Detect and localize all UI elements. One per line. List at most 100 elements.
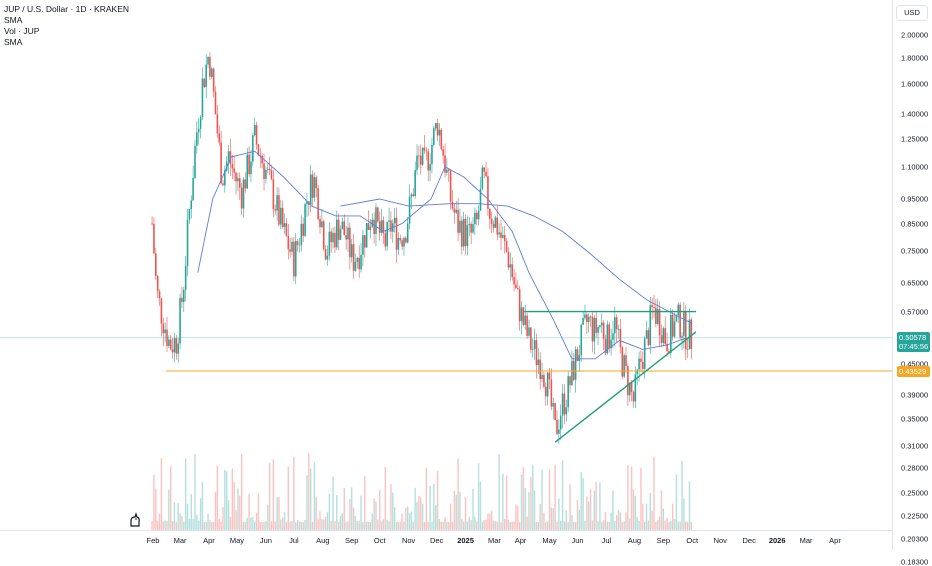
volume-bar [283, 511, 286, 530]
candle-body [535, 340, 538, 366]
candle-body [242, 179, 245, 209]
candle-body [302, 223, 305, 236]
volume-bar [546, 521, 549, 530]
volume-bar [298, 521, 301, 530]
candle-body [589, 316, 592, 318]
candle-body [393, 217, 396, 224]
candle-body [446, 169, 448, 173]
volume-bar [662, 508, 665, 530]
volume-bar [395, 521, 398, 530]
candle-body [399, 237, 402, 241]
volume-bar [360, 495, 362, 530]
candle-body [666, 343, 668, 352]
volume-bar [337, 521, 340, 530]
candle-body [201, 78, 204, 118]
candle-body [317, 188, 319, 220]
candle-body [354, 261, 357, 271]
volume-bar [429, 485, 431, 530]
volume-bar [276, 497, 278, 530]
candle-body [511, 264, 513, 278]
volume-bar [390, 484, 392, 530]
volume-bar [431, 521, 433, 530]
volume-bar [198, 520, 200, 530]
candle-body [561, 393, 564, 416]
volume-bar [377, 519, 379, 530]
volume-bar [421, 503, 424, 530]
price-chart[interactable] [0, 0, 892, 530]
volume-bar [392, 492, 394, 530]
volume-bar [518, 521, 521, 530]
volume-bar [265, 521, 267, 530]
volume-bar [507, 519, 510, 530]
volume-bar [408, 513, 411, 530]
candle-body [614, 317, 616, 334]
volume-bar [595, 481, 597, 530]
time-tick-label: 2026 [768, 536, 786, 545]
volume-bar [201, 481, 204, 530]
candle-body [298, 244, 301, 246]
tradingview-logo-icon[interactable] [128, 512, 144, 528]
chart-plot-area[interactable] [0, 0, 892, 530]
volume-indicator-label[interactable]: Vol · JUP [4, 26, 40, 36]
candle-body [436, 123, 439, 136]
price-axis[interactable]: 2.00000 1.80000 1.60000 1.40000 1.25000 1.100… [892, 0, 932, 566]
candle-body [412, 194, 415, 197]
volume-bar [673, 519, 676, 530]
candle-body [686, 349, 689, 350]
volume-bar [427, 521, 429, 530]
candle-body [397, 237, 400, 250]
candle-body [636, 369, 639, 375]
volume-bar [319, 511, 321, 530]
candle-body [151, 223, 153, 225]
candle-body [444, 155, 446, 173]
candle-body [559, 415, 562, 430]
candle-body [181, 297, 183, 302]
volume-bar [496, 521, 498, 530]
time-tick-label: Jun [259, 536, 272, 545]
time-axis[interactable]: Feb Mar Apr May Jun Jul Aug Sep Oct Nov Dec 2025 Mar… [0, 530, 892, 550]
candle-body [328, 231, 331, 256]
candle-body [235, 172, 237, 182]
currency-button[interactable]: USD [896, 5, 928, 21]
volume-bar [446, 521, 448, 530]
volume-bar [371, 513, 373, 530]
volume-bar [289, 521, 291, 530]
volume-bar [211, 522, 213, 530]
candle-body [414, 170, 416, 197]
bar-countdown: 07:45:56 [899, 341, 929, 351]
volume-bar [500, 521, 502, 530]
candle-body [421, 147, 424, 165]
candle-body [522, 307, 525, 325]
volume-bar [532, 464, 534, 530]
volume-bar [530, 476, 532, 530]
volume-sma-indicator-label[interactable]: SMA [4, 37, 23, 47]
volume-bar [352, 507, 355, 530]
candle-body [632, 391, 635, 402]
candle-body [294, 241, 297, 277]
candle-body [332, 232, 334, 243]
volume-bar [487, 513, 489, 530]
volume-bar [302, 522, 304, 530]
candle-body [363, 235, 366, 248]
volume-bar [386, 519, 388, 530]
volume-bar [550, 507, 553, 530]
volume-bar [524, 487, 526, 530]
candle-body [209, 56, 211, 77]
volume-bar [489, 513, 491, 530]
candle-body [449, 170, 452, 202]
volume-bar [573, 521, 575, 530]
candle-body [276, 195, 278, 211]
volume-bar [517, 506, 519, 530]
volume-bar [690, 521, 693, 530]
volume-bar [323, 519, 325, 530]
volume-bar [515, 504, 517, 530]
candle-body [558, 429, 560, 434]
candle-body [489, 208, 491, 219]
symbol-title[interactable]: JUP / U.S. Dollar · 1D · KRAKEN [4, 4, 130, 14]
candle-body [683, 311, 685, 336]
candle-body [343, 221, 346, 236]
sma-indicator-label[interactable]: SMA [4, 15, 23, 25]
candle-body [457, 209, 459, 233]
candle-body [653, 307, 655, 308]
sma-long-line [340, 198, 693, 324]
